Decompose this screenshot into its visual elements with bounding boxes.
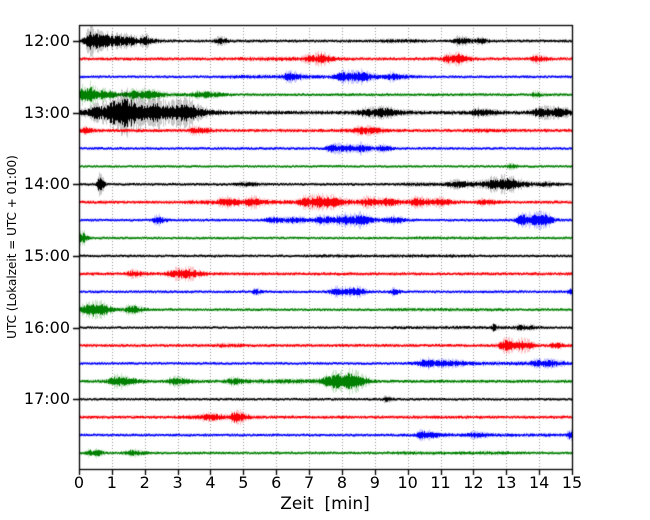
x-tick-label: 8 (336, 473, 348, 492)
x-tick-label: 3 (172, 473, 183, 492)
x-tick-label: 13 (496, 473, 517, 492)
x-tick-label: 12 (463, 473, 484, 492)
x-tick-label: 0 (73, 473, 85, 492)
y-tick-label: 12:00 (23, 31, 70, 50)
x-tick-label: 6 (271, 473, 282, 492)
y-tick-label: 17:00 (23, 389, 70, 409)
y-axis-label: UTC (Lokalzeit = UTC + 01:00) (5, 155, 19, 339)
x-tick-label: 7 (303, 473, 315, 492)
y-tick-label: 13:00 (23, 102, 70, 122)
x-tick-label: 11 (430, 473, 451, 492)
x-tick-label: 9 (369, 473, 380, 492)
x-tick-label: 10 (397, 473, 418, 492)
y-tick-label: 16:00 (23, 317, 70, 337)
x-tick-label: 14 (528, 473, 550, 492)
y-tick-label: 15:00 (23, 245, 70, 265)
y-tick-label: 14:00 (23, 174, 70, 194)
x-axis-label: Zeit [min] (280, 494, 370, 514)
x-tick-label: 1 (106, 473, 117, 492)
x-tick-label: 15 (561, 473, 583, 492)
x-tick-label: 5 (238, 473, 249, 492)
x-tick-label: 2 (139, 473, 150, 492)
x-tick-label: 4 (205, 473, 216, 492)
